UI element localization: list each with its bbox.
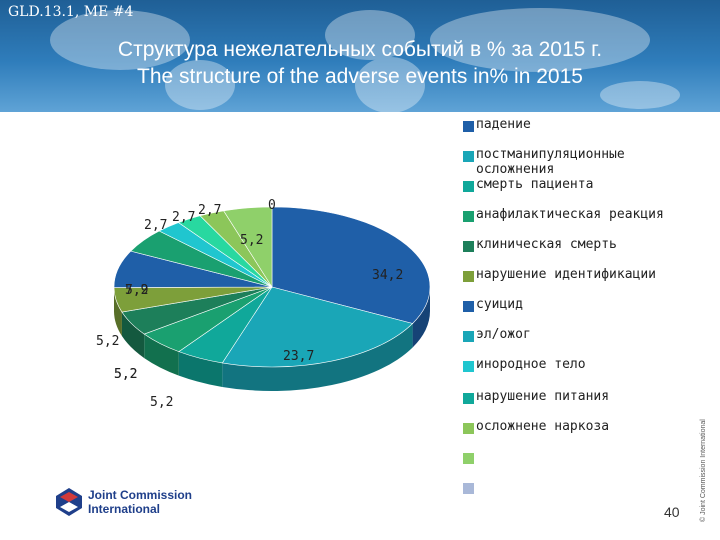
header-banner: GLD.13.1, ME #4 Структура нежелательных … bbox=[0, 0, 720, 112]
page-number: 40 bbox=[664, 504, 680, 520]
legend-label: нарушение питания bbox=[476, 389, 610, 404]
legend-item bbox=[463, 449, 676, 469]
legend-item: инородное тело bbox=[463, 357, 676, 377]
jci-logo: Joint Commission International bbox=[56, 488, 192, 516]
data-label: 2,7 bbox=[144, 218, 168, 233]
data-label: 5,2 bbox=[114, 367, 138, 382]
slide-title-en: The structure of the adverse events in% … bbox=[137, 65, 583, 88]
legend-item: суицид bbox=[463, 297, 676, 317]
slide-title-ru: Структура нежелательных событий в % за 2… bbox=[117, 38, 603, 61]
legend-swatch bbox=[463, 121, 474, 132]
legend-item: постманипуляционные осложнения bbox=[463, 147, 676, 177]
legend-label: эл/ожог bbox=[476, 327, 531, 342]
legend-swatch bbox=[463, 151, 474, 162]
legend-swatch bbox=[463, 331, 474, 342]
legend-label: суицид bbox=[476, 297, 523, 312]
legend-item bbox=[463, 479, 676, 499]
legend-swatch bbox=[463, 453, 474, 464]
legend-swatch bbox=[463, 271, 474, 282]
pie-slice bbox=[221, 286, 414, 368]
legend-item: нарушение идентификации bbox=[463, 267, 676, 287]
data-label: 23,7 bbox=[283, 349, 315, 364]
legend-label: анафилактическая реакция bbox=[476, 207, 664, 222]
pie-slice-side bbox=[178, 351, 223, 387]
legend-swatch bbox=[463, 361, 474, 372]
logo-line2: International bbox=[88, 502, 161, 516]
data-label: 5,2 bbox=[114, 367, 138, 382]
pie-slice-side bbox=[412, 287, 430, 348]
pie-slice-side bbox=[222, 323, 413, 391]
legend-swatch bbox=[463, 393, 474, 404]
legend-item: осложнене наркоза bbox=[463, 419, 676, 439]
legend-item: эл/ожог bbox=[463, 327, 676, 347]
legend-label: постманипуляционные осложнения bbox=[476, 147, 625, 177]
copyright-note: © Joint Commission International bbox=[700, 419, 707, 522]
pie-slice-side bbox=[121, 312, 145, 359]
data-label: 34,2 bbox=[372, 268, 404, 283]
logo-line1: Joint Commission bbox=[88, 488, 193, 502]
legend-swatch bbox=[463, 211, 474, 222]
legend-item: нарушение питания bbox=[463, 389, 676, 409]
legend-label: осложнене наркоза bbox=[476, 419, 610, 434]
slide-code: GLD.13.1, ME #4 bbox=[8, 4, 134, 20]
legend-swatch bbox=[463, 483, 474, 494]
legend-swatch bbox=[463, 181, 474, 192]
data-label: 5,2 bbox=[150, 395, 174, 410]
legend-swatch bbox=[463, 423, 474, 434]
legend-label: клиническая смерть bbox=[476, 237, 617, 252]
data-label: 5,2 bbox=[96, 334, 120, 349]
jci-logo-icon bbox=[56, 488, 82, 516]
legend-swatch bbox=[463, 241, 474, 252]
legend-label: нарушение идентификации bbox=[476, 267, 657, 282]
pie-top bbox=[113, 206, 431, 368]
legend-swatch bbox=[463, 301, 474, 312]
legend-label: инородное тело bbox=[476, 357, 586, 372]
data-label: 5,2 bbox=[125, 283, 149, 298]
legend-label: смерть пациента bbox=[476, 177, 594, 192]
pie-slice bbox=[223, 206, 273, 289]
legend-item: анафилактическая реакция bbox=[463, 207, 676, 227]
legend-label: падение bbox=[476, 117, 531, 132]
data-label: 7,9 bbox=[125, 283, 149, 298]
data-label: 2,7 bbox=[198, 203, 222, 218]
pie-slice-side bbox=[144, 334, 179, 376]
data-label: 0 bbox=[268, 198, 276, 213]
data-label: 2,7 bbox=[172, 210, 196, 225]
data-label: 5,2 bbox=[240, 233, 264, 248]
pie-slice bbox=[271, 206, 431, 324]
legend-item: клиническая смерть bbox=[463, 237, 676, 257]
legend-item: смерть пациента bbox=[463, 177, 676, 197]
world-map-background bbox=[50, 8, 680, 112]
legend-item: падение bbox=[463, 117, 676, 137]
